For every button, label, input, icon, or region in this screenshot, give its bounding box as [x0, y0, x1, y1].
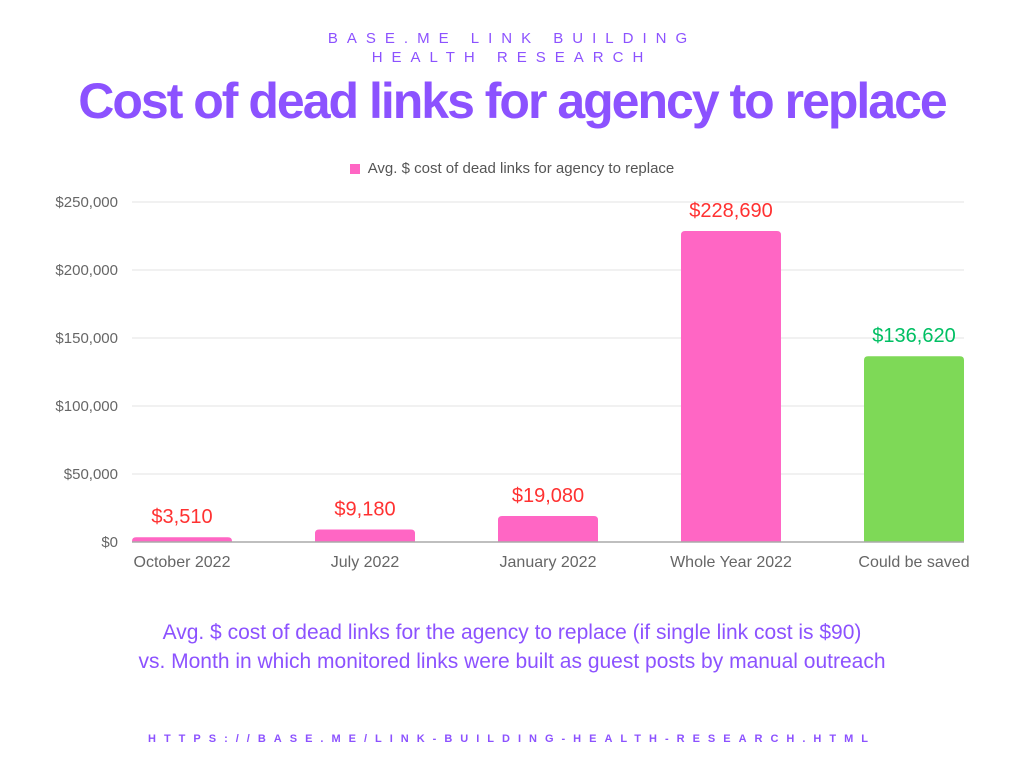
data-label: $19,080	[512, 485, 584, 507]
y-tick-label: $250,000	[55, 194, 118, 211]
bar	[498, 516, 598, 542]
bar-chart: $0 $50,000 $100,000 $150,000 $200,000 $250,00…	[55, 194, 969, 571]
bar	[132, 537, 232, 542]
bar	[315, 529, 415, 542]
caption-line-1: Avg. $ cost of dead links for the agency…	[162, 621, 862, 644]
y-tick-label: $100,000	[55, 398, 118, 415]
header-line-2: HEALTH RESEARCH	[371, 49, 653, 66]
header-line-1: BASE.ME LINK BUILDING	[327, 30, 697, 47]
x-tick-label: October 2022	[134, 554, 231, 571]
bar	[681, 230, 781, 542]
x-tick-label: January 2022	[500, 554, 597, 571]
x-tick-label: Could be saved	[858, 554, 969, 571]
x-tick-label: July 2022	[331, 554, 400, 571]
chart-title: Cost of dead links for agency to replace	[78, 73, 947, 129]
data-label: $136,620	[872, 325, 955, 347]
data-label: $3,510	[151, 506, 212, 528]
bar	[864, 356, 964, 542]
x-tick-label: Whole Year 2022	[670, 554, 792, 571]
caption: Avg. $ cost of dead links for the agency…	[0, 618, 1024, 676]
y-tick-label: $0	[101, 534, 118, 551]
footer-url[interactable]: HTTPS://BASE.ME/LINK-BUILDING-HEALTH-RES…	[148, 733, 876, 745]
y-tick-label: $50,000	[64, 466, 118, 483]
y-tick-label: $150,000	[55, 330, 118, 347]
y-tick-label: $200,000	[55, 262, 118, 279]
legend-label: Avg. $ cost of dead links for agency to …	[367, 160, 675, 177]
legend: Avg. $ cost of dead links for agency to …	[0, 160, 1024, 177]
data-label: $9,180	[334, 499, 395, 521]
caption-line-2: vs. Month in which monitored links were …	[138, 650, 886, 673]
legend-swatch	[349, 164, 360, 175]
data-label: $228,690	[689, 200, 772, 222]
